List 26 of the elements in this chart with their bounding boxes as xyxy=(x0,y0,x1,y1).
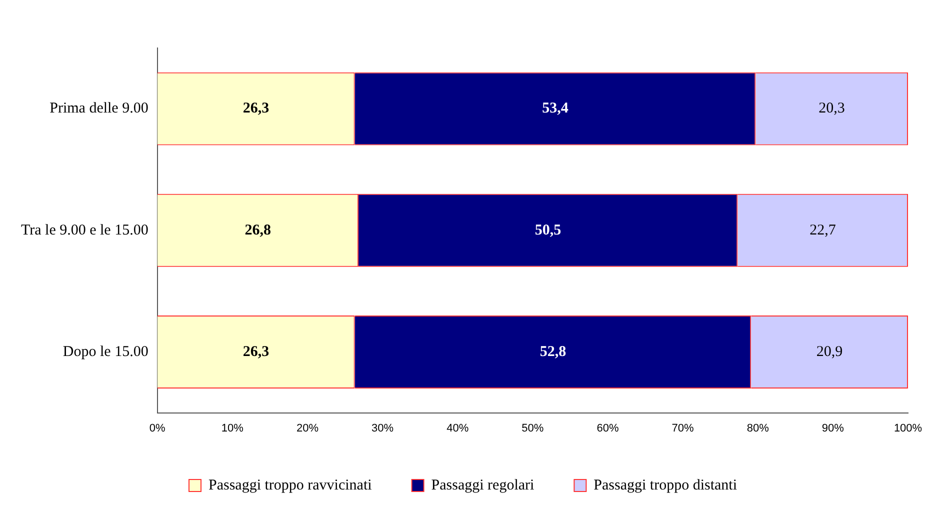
x-tick-label: 20% xyxy=(296,422,319,434)
x-tick-label: 100% xyxy=(894,422,922,434)
data-label: 20,9 xyxy=(816,344,843,360)
x-tick-label: 80% xyxy=(746,422,770,434)
x-tick-label: 10% xyxy=(221,422,244,434)
data-label: 50,5 xyxy=(534,222,562,238)
x-tick-label: 90% xyxy=(822,422,844,434)
x-tick-label: 0% xyxy=(149,422,166,434)
y-tick-label: Dopo le 15.00 xyxy=(62,344,148,360)
legend-label: Passaggi regolari xyxy=(431,477,534,494)
x-tick-label: 50% xyxy=(522,422,544,434)
data-label: 52,8 xyxy=(540,344,566,360)
data-label: 20,3 xyxy=(818,100,845,117)
legend-label: Passaggi troppo ravvicinati xyxy=(208,477,372,494)
data-label: 26,3 xyxy=(242,344,270,360)
data-label: 26,3 xyxy=(242,100,270,117)
data-label: 53,4 xyxy=(542,100,569,117)
data-label: 22,7 xyxy=(810,222,836,238)
legend-label: Passaggi troppo distanti xyxy=(594,477,738,494)
x-tick-label: 60% xyxy=(596,422,619,434)
x-tick-label: 30% xyxy=(372,422,394,434)
y-tick-label: Tra le 9.00 e le 15.00 xyxy=(20,222,148,238)
y-tick-label: Prima delle 9.00 xyxy=(50,100,148,117)
data-label: 26,8 xyxy=(244,222,272,238)
x-tick-label: 40% xyxy=(446,422,469,434)
x-tick-label: 70% xyxy=(672,422,694,434)
